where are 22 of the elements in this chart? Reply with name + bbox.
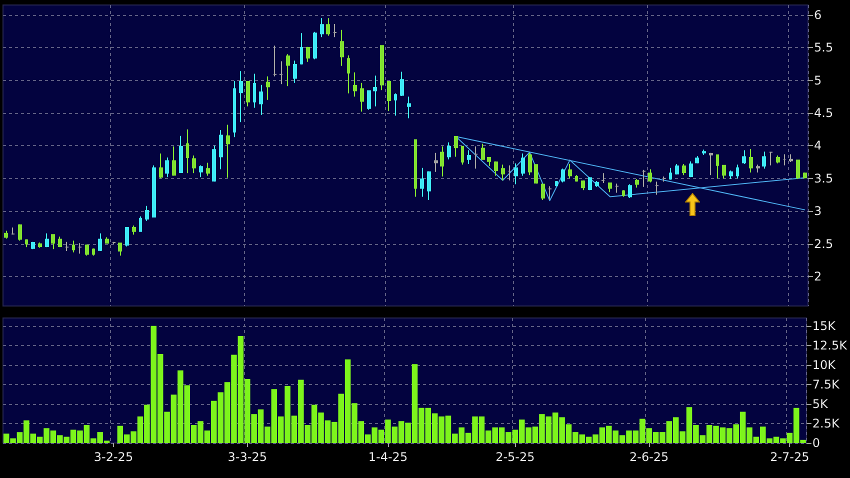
y-tick-label: 2.5K bbox=[812, 416, 840, 430]
y-tick-label: 5 bbox=[814, 73, 822, 88]
y-tick-label: 4.5 bbox=[814, 106, 834, 120]
y-tick-label: 5K bbox=[812, 396, 830, 411]
y-tick-label: 12.5K bbox=[812, 338, 848, 352]
y-tick-label: 3.5 bbox=[814, 171, 834, 186]
y-tick-label: 2.5 bbox=[814, 236, 834, 251]
y-tick-label: 3 bbox=[814, 204, 822, 218]
y-tick-label: 6 bbox=[814, 8, 822, 22]
y-tick-label: 0 bbox=[812, 436, 820, 450]
y-tick-label: 2 bbox=[814, 270, 822, 284]
x-tick-label: 3-3-25 bbox=[228, 450, 267, 464]
y-tick-label: 15K bbox=[812, 318, 837, 333]
x-tick-label: 2-5-25 bbox=[496, 450, 535, 464]
x-tick-label: 3-2-25 bbox=[94, 450, 134, 464]
y-tick-label: 10K bbox=[812, 358, 837, 372]
x-tick-label: 2-7-25 bbox=[770, 450, 810, 464]
y-tick-label: 7.5K bbox=[812, 377, 840, 392]
x-tick-label: 2-6-25 bbox=[629, 450, 669, 464]
y-tick-label: 4 bbox=[814, 138, 822, 153]
x-tick-label: 1-4-25 bbox=[368, 450, 408, 464]
y-tick-label: 5.5 bbox=[814, 40, 834, 55]
